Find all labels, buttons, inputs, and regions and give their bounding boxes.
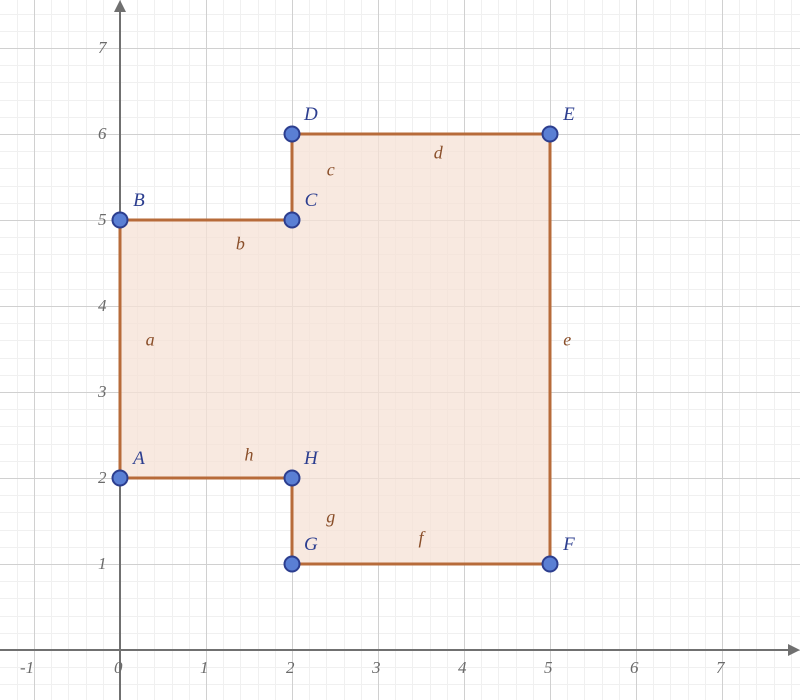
- edge-label-h: h: [245, 444, 254, 465]
- edge-label-c: c: [327, 160, 335, 181]
- edge-label-d: d: [434, 142, 443, 163]
- edge-label-b: b: [236, 234, 245, 255]
- vertex-D[interactable]: [284, 126, 301, 143]
- coordinate-plane: -1012345671234567ABCDEFGHabcdefgh: [0, 0, 800, 700]
- vertex-label-F: F: [563, 534, 575, 556]
- vertex-H[interactable]: [284, 470, 301, 487]
- vertex-label-E: E: [563, 104, 575, 126]
- vertex-F[interactable]: [542, 556, 559, 573]
- vertex-label-C: C: [305, 190, 318, 212]
- vertex-label-H: H: [304, 448, 318, 470]
- edge-label-f: f: [418, 528, 423, 549]
- vertex-label-D: D: [304, 104, 318, 126]
- edge-label-e: e: [563, 330, 571, 351]
- edge-label-g: g: [326, 506, 335, 527]
- vertex-label-A: A: [133, 448, 145, 470]
- vertex-C[interactable]: [284, 212, 301, 229]
- vertex-A[interactable]: [112, 470, 129, 487]
- polygon-layer: [0, 0, 800, 700]
- edge-label-a: a: [146, 330, 155, 351]
- polygon-shape: [120, 134, 550, 564]
- vertex-G[interactable]: [284, 556, 301, 573]
- vertex-label-G: G: [304, 534, 318, 556]
- vertex-E[interactable]: [542, 126, 559, 143]
- vertex-B[interactable]: [112, 212, 129, 229]
- vertex-label-B: B: [133, 190, 145, 212]
